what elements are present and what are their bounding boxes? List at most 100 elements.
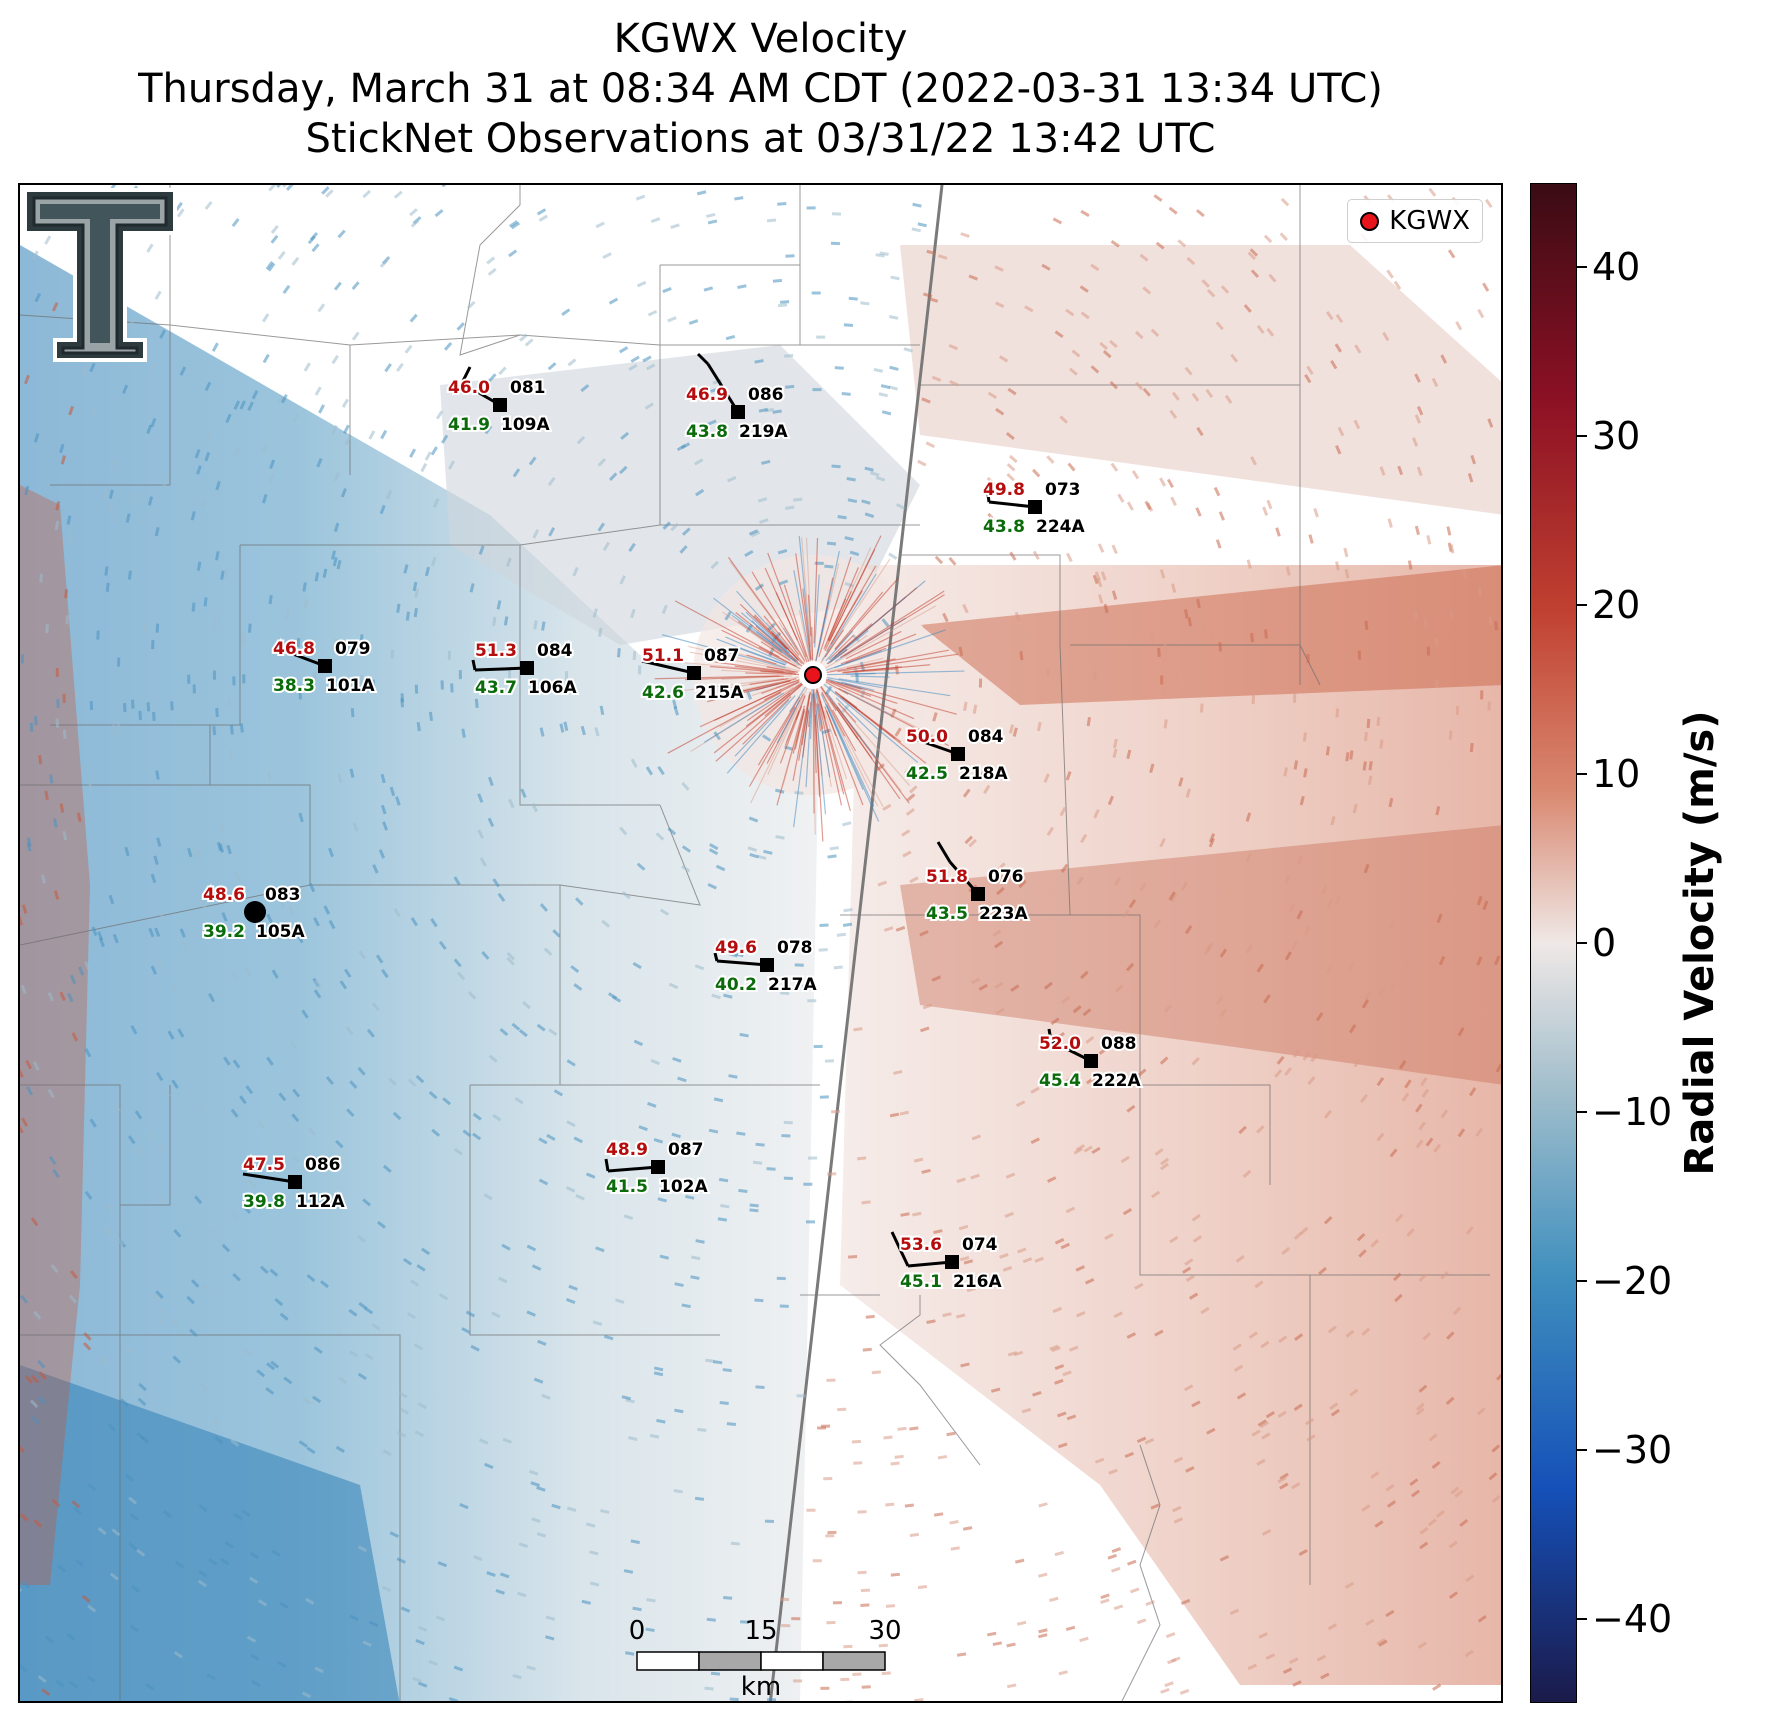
station-plot[interactable]: 52.0 088 45.4 222A [1037,1028,1143,1093]
station-plot[interactable]: 46.8 079 38.3 101A [271,637,377,698]
station-temperature: 50.0 [906,727,948,747]
station-id: 112A [296,1192,345,1212]
station-dewpoint: 43.5 [926,904,968,924]
station-marker [651,1160,665,1174]
station-wind-direction: 084 [537,641,573,661]
colorbar-tick-mark [1577,1279,1587,1282]
title-line-3: StickNet Observations at 03/31/22 13:42 … [305,116,1216,162]
station-plot[interactable]: 47.5 086 39.8 112A [241,1153,347,1214]
station-plot[interactable]: 51.1 087 42.6 215A [640,644,746,705]
colorbar-tick-mark [1577,1448,1587,1451]
colorbar-tick-mark [1577,435,1587,438]
station-id: 102A [659,1177,708,1197]
station-wind-direction: 086 [305,1155,341,1175]
station-temperature: 46.9 [686,385,728,405]
station-temperature: 47.5 [243,1155,285,1175]
station-id: 219A [739,422,788,442]
velocity-colorbar [1530,183,1577,1703]
station-marker [951,747,965,761]
colorbar-tick-label: 0 [1592,921,1617,965]
state-line [768,185,944,1701]
station-temperature: 51.3 [475,641,517,661]
colorbar-tick-mark [1577,942,1587,944]
station-dewpoint: 39.2 [203,922,245,942]
station-marker [731,405,745,419]
station-marker [493,398,507,412]
station-dewpoint: 45.4 [1039,1071,1081,1091]
colorbar-tick-mark [1577,266,1587,269]
outbound-north-band [900,245,1501,515]
station-dewpoint: 39.8 [243,1192,285,1212]
scale-tick-15: 15 [744,1616,778,1646]
station-plot[interactable]: 51.8 076 43.5 223A [924,841,1030,926]
station-wind-direction: 081 [510,378,546,398]
station-marker [945,1255,959,1269]
colorbar-tick-label: 30 [1592,414,1641,459]
map-legend: KGWX [1347,199,1483,243]
station-id: 215A [695,683,744,703]
station-plot[interactable]: 50.0 084 42.5 218A [904,725,1010,786]
station-id: 105A [256,922,305,942]
station-temperature: 51.1 [642,646,684,666]
legend-label: KGWX [1389,206,1470,236]
station-dewpoint: 41.5 [606,1177,648,1197]
radar-site-kgwx[interactable] [799,661,827,689]
station-marker [288,1175,302,1189]
radar-map[interactable]: 46.0 081 41.9 109A 46.9 086 43.8 219A 49.8 073 43.… [18,183,1503,1703]
colorbar-title: Radial Velocity (m/s) [1677,710,1723,1176]
scale-bar-graphic [636,1651,886,1671]
station-plot[interactable]: 51.3 084 43.7 106A [471,639,579,700]
station-dewpoint: 41.9 [448,415,490,435]
station-plot[interactable]: 49.8 073 43.8 224A [981,478,1087,539]
radar-map-canvas: 46.0 081 41.9 109A 46.9 086 43.8 219A 49.8 073 43.… [20,185,1501,1701]
station-id: 218A [959,764,1008,784]
colorbar-tick-label: 40 [1592,245,1641,290]
station-plot[interactable]: 48.6 083 39.2 105A [201,883,307,944]
station-plot[interactable]: 48.9 087 41.5 102A [604,1138,710,1199]
station-marker [520,661,534,675]
outbound-band-1 [920,565,1501,705]
station-id: 101A [326,676,375,696]
scale-tick-0: 0 [628,1616,646,1646]
station-wind-direction: 086 [748,385,784,405]
station-wind-direction: 088 [1101,1034,1137,1054]
station-plot[interactable]: 46.0 081 41.9 109A [446,366,552,437]
station-temperature: 48.6 [203,885,245,905]
station-plot[interactable]: 53.6 074 45.1 216A [890,1231,1004,1294]
station-id: 217A [768,975,817,995]
station-id: 216A [953,1272,1002,1292]
west-folding-strip [20,485,90,1585]
station-dewpoint: 42.5 [906,764,948,784]
title-line-2: Thursday, March 31 at 08:34 AM CDT (2022… [138,66,1383,112]
station-temperature: 53.6 [900,1235,942,1255]
station-wind-direction: 087 [704,646,740,666]
station-plot[interactable]: 49.6 078 40.2 217A [713,936,819,997]
station-dewpoint: 43.8 [983,517,1025,537]
station-dewpoint: 45.1 [900,1272,942,1292]
station-wind-direction: 073 [1045,480,1081,500]
colorbar-tick-label: 20 [1592,583,1641,628]
station-id: 224A [1036,517,1085,537]
title-line-1: KGWX Velocity [613,16,908,62]
colorbar-tick-mark [1577,1110,1587,1113]
colorbar-tick-label: −40 [1592,1596,1673,1641]
station-wind-direction: 078 [777,938,813,958]
station-plot[interactable]: 46.9 086 43.8 219A [684,352,790,444]
station-temperature: 48.9 [606,1140,648,1160]
station-marker [318,659,332,673]
radar-site-legend-marker [1360,211,1380,231]
station-temperature: 51.8 [926,867,968,887]
colorbar-tick-mark [1577,773,1587,776]
texas-tech-logo [23,188,177,362]
radar-gate-speckle [20,185,1501,1701]
station-wind-direction: 087 [668,1140,704,1160]
station-marker [971,887,985,901]
station-marker [1028,500,1042,514]
station-temperature: 46.0 [448,378,490,398]
station-marker [687,666,701,680]
station-id: 222A [1092,1071,1141,1091]
station-dewpoint: 42.6 [642,683,684,703]
station-temperature: 49.8 [983,480,1025,500]
county-boundaries [20,185,1490,1701]
station-wind-direction: 084 [968,727,1004,747]
